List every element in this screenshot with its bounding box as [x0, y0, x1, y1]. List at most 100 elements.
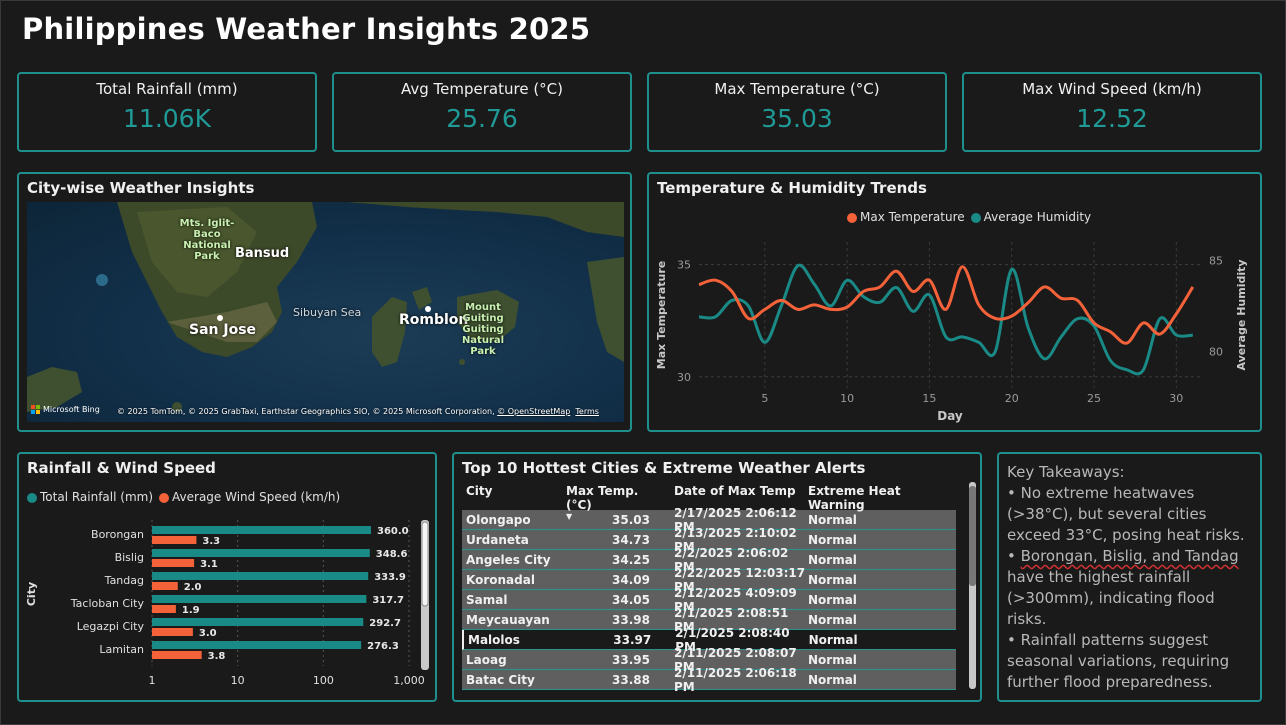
trend-legend: Max Temperature Average Humidity: [847, 210, 1091, 224]
bullet-text: have the highest rainfall (>300mm), indi…: [1007, 568, 1215, 628]
legend-label: Average Humidity: [983, 210, 1092, 224]
table-row[interactable]: Angeles City 34.25 2/2/2025 2:06:02 PM Norm…: [462, 546, 956, 574]
spellcheck-underlined-text: Borongan, Bislig, and Tandag: [1020, 547, 1239, 565]
category-label: Borongan: [91, 528, 144, 541]
city-dot-san-jose: [217, 315, 223, 321]
terms-link[interactable]: Terms: [575, 407, 599, 416]
bars-chart[interactable]: 1 10 100 1,000 Borongan 360.0 3.3 Bislig 348.6 3.…: [19, 454, 435, 700]
kpi-label: Avg Temperature (°C): [400, 80, 563, 98]
y-tick-label-left: 35: [677, 258, 691, 271]
takeaway-bullet-1: • No extreme heatwaves (>38°C), but seve…: [1007, 484, 1245, 544]
takeaway-bullet-3: • Rainfall patterns suggest seasonal var…: [1007, 631, 1230, 691]
table-body: Olongapo 35.03 2/17/2025 2:06:12 PM Normal U…: [462, 506, 956, 694]
bars-legend: Total Rainfall (mm) Average Wind Speed (…: [27, 490, 340, 504]
category-label: Legazpi City: [77, 620, 145, 633]
table-title: Top 10 Hottest Cities & Extreme Weather …: [462, 459, 866, 477]
kpi-value: 25.76: [446, 104, 518, 133]
cell-max-temp: 34.09: [612, 572, 650, 587]
col-header-warning[interactable]: Extreme Heat Warning: [808, 484, 901, 512]
legend-item-max-temp[interactable]: Max Temperature: [847, 210, 965, 224]
x-tick-label: 10: [840, 392, 854, 405]
cell-warning: Normal: [808, 552, 857, 567]
table-scrollbar[interactable]: [969, 482, 976, 689]
data-label-wind: 2.0: [184, 582, 202, 593]
kpi-card-avg-temperature[interactable]: Avg Temperature (°C) 25.76: [332, 72, 632, 152]
kpi-value: 11.06K: [123, 104, 211, 133]
data-label-rainfall: 348.6: [376, 549, 408, 560]
table-header: City Max Temp. (°C) ▼ Date of Max Temp E…: [462, 484, 956, 521]
cell-date: 2/13/2025 2:10:02 PM: [674, 525, 797, 554]
sort-desc-icon: ▼: [566, 512, 573, 521]
bar-avg-wind-speed: [152, 559, 195, 567]
table-row[interactable]: Olongapo 35.03 2/17/2025 2:06:12 PM Normal: [462, 506, 956, 534]
table-row[interactable]: Malolos 33.97 2/1/2025 2:08:40 PM Normal: [462, 626, 956, 654]
col-header-city[interactable]: City: [466, 484, 493, 498]
cell-date: 2/11/2025 2:08:07 PM: [674, 645, 797, 674]
bars-title: Rainfall & Wind Speed: [27, 459, 216, 477]
data-label-rainfall: 317.7: [372, 595, 404, 606]
map-terrain: [27, 202, 624, 412]
col-header-date[interactable]: Date of Max Temp: [674, 484, 796, 498]
bar-avg-wind-speed: [152, 605, 176, 613]
cell-max-temp: 33.95: [612, 652, 650, 667]
osm-link[interactable]: © OpenStreetMap: [497, 407, 571, 416]
y-tick-label-right: 85: [1209, 254, 1223, 267]
x-tick-label: 1: [149, 674, 156, 687]
rainfall-wind-card: Rainfall & Wind Speed Total Rainfall (mm…: [17, 452, 437, 702]
bing-logo: Microsoft Bing: [31, 405, 100, 414]
cell-date: 2/1/2025 2:08:40 PM: [675, 625, 790, 654]
city-map[interactable]: Mts. Iglit-Baco National Park Bansud Sib…: [27, 202, 624, 422]
bars-scrollbar-thumb: [421, 521, 429, 607]
microsoft-logo-icon: [31, 405, 40, 414]
cell-city: Malolos: [468, 632, 520, 647]
map-label-park-guiting: Mount Guiting Guiting Natural Park: [461, 302, 505, 357]
cell-city: Urdaneta: [466, 532, 529, 547]
x-tick-label: 25: [1087, 392, 1101, 405]
map-label-bansud: Bansud: [235, 246, 290, 261]
kpi-card-max-temperature[interactable]: Max Temperature (°C) 35.03: [647, 72, 947, 152]
cell-city: Samal: [466, 592, 508, 607]
x-tick-label: 10: [231, 674, 245, 687]
col-header-max-temp[interactable]: Max Temp. (°C) ▼: [566, 484, 662, 521]
y-tick-label-left: 30: [677, 371, 691, 384]
data-label-wind: 3.1: [200, 559, 218, 570]
trend-card: Temperature & Humidity Trends Max Temper…: [647, 172, 1262, 432]
kpi-card-total-rainfall[interactable]: Total Rainfall (mm) 11.06K: [17, 72, 317, 152]
cell-date: 2/11/2025 2:06:18 PM: [674, 665, 797, 694]
takeaway-bullet-2: • Borongan, Bislig, and Tandag have the …: [1007, 546, 1252, 630]
kpi-value: 35.03: [761, 104, 833, 133]
map-copyright: © 2025 TomTom, © 2025 GrabTaxi, Earthsta…: [117, 407, 599, 416]
table-row[interactable]: Batac City 33.88 2/11/2025 2:06:18 PM Norma…: [462, 666, 956, 694]
cell-date: 2/1/2025 2:08:51 PM: [674, 605, 789, 634]
kpi-card-max-wind-speed[interactable]: Max Wind Speed (km/h) 12.52: [962, 72, 1262, 152]
table-row[interactable]: Koronadal 34.09 2/22/2025 12:03:17 PM Norma…: [462, 566, 956, 594]
legend-label: Max Temperature: [860, 210, 965, 224]
table-row[interactable]: Urdaneta 34.73 2/13/2025 2:10:02 PM Normal: [462, 526, 956, 554]
cell-max-temp: 34.05: [612, 592, 650, 607]
col-header-max-temp-label: Max Temp. (°C): [566, 484, 639, 512]
scrollbar-thumb[interactable]: [969, 486, 976, 586]
data-label-wind: 1.9: [182, 605, 200, 616]
cell-max-temp: 34.73: [612, 532, 650, 547]
cell-city: Olongapo: [466, 512, 531, 527]
takeaways-heading: Key Takeaways:: [1007, 463, 1125, 481]
table-row[interactable]: Meycauayan 33.98 2/1/2025 2:08:51 PM Normal: [462, 606, 956, 634]
map-label-romblon: Romblon: [399, 312, 469, 328]
cell-warning: Normal: [808, 532, 857, 547]
series-line-max-temp: [698, 265, 1195, 345]
bing-text: Microsoft Bing: [43, 405, 100, 414]
legend-item-total-rainfall[interactable]: Total Rainfall (mm): [27, 490, 153, 504]
x-tick-label: 20: [1005, 392, 1019, 405]
table-row[interactable]: Samal 34.05 2/12/2025 4:09:09 PM Normal: [462, 586, 956, 614]
table-row[interactable]: Laoag 33.95 2/11/2025 2:08:07 PM Normal: [462, 646, 956, 674]
legend-item-avg-humidity[interactable]: Average Humidity: [970, 210, 1092, 224]
trend-chart[interactable]: 5 10 15 20 25 30 30 35 80 85 Day Max Temperature Ave…: [649, 174, 1260, 430]
data-label-rainfall: 333.9: [374, 572, 406, 583]
legend-label: Total Rainfall (mm): [40, 490, 154, 504]
page-title: Philippines Weather Insights 2025: [22, 12, 591, 46]
data-label-rainfall: 360.0: [377, 526, 409, 537]
map-card: City-wise Weather Insights Mt: [17, 172, 632, 432]
data-label-wind: 3.0: [199, 628, 217, 639]
map-title: City-wise Weather Insights: [27, 179, 255, 197]
legend-item-avg-wind[interactable]: Average Wind Speed (km/h): [159, 490, 340, 504]
